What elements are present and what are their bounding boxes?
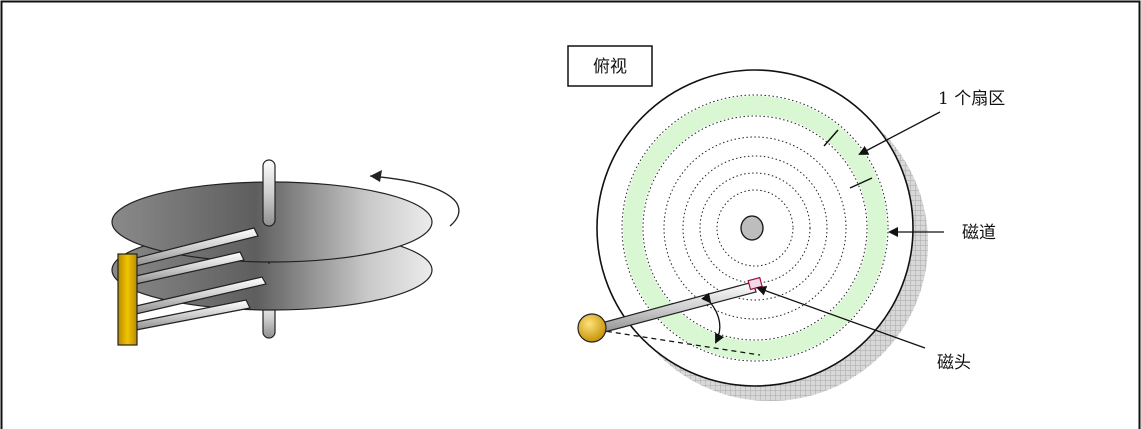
- sector-boundary-1: [823, 129, 839, 147]
- spindle-top: [262, 159, 276, 227]
- head-callout-line: [756, 285, 926, 349]
- top-view: 俯视 1 个扇区: [567, 45, 1005, 401]
- top-view-label: 俯视: [593, 57, 627, 77]
- arm-lower: [135, 276, 267, 331]
- spindle-hole: [740, 215, 764, 241]
- head-label: 磁头: [937, 353, 971, 373]
- sector-boundary-2: [849, 177, 873, 189]
- track-label: 磁道: [962, 223, 996, 243]
- sector-callout-line: [858, 111, 941, 155]
- rotation-arrow: [369, 175, 460, 227]
- rotation-arrow-head: [370, 170, 382, 182]
- sector-label: 1 个扇区: [938, 89, 1005, 109]
- track-band: [623, 96, 887, 360]
- seek-angle-arrow: [701, 292, 725, 344]
- disk-stack-3d: [111, 159, 460, 346]
- top-view-label-box: [567, 45, 653, 87]
- actuator-post: [117, 253, 138, 346]
- reference-line: [597, 329, 761, 356]
- arm-pivot: [577, 313, 607, 343]
